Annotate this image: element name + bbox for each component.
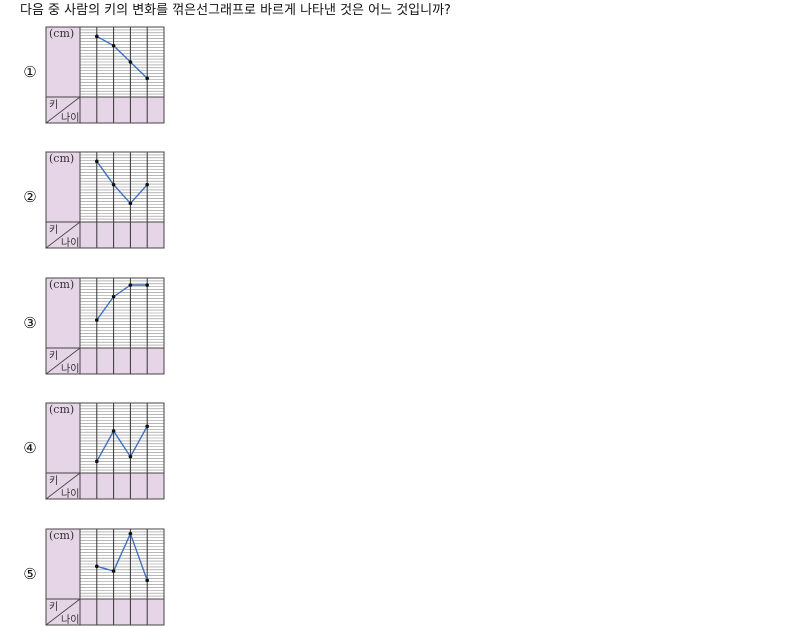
height-label: 키 bbox=[49, 350, 58, 362]
unit-label: (cm) bbox=[49, 529, 74, 542]
height-label: 키 bbox=[49, 99, 58, 111]
chart-frame bbox=[45, 26, 165, 124]
chart-frame bbox=[45, 277, 165, 375]
header-diagonal bbox=[45, 598, 81, 626]
option-number[interactable]: ④ bbox=[23, 439, 37, 457]
chart-frame bbox=[45, 402, 165, 500]
data-point bbox=[128, 531, 133, 536]
data-point bbox=[128, 283, 133, 287]
option-2[interactable]: ② (cm) 키 나이 bbox=[0, 150, 200, 250]
height-label: 키 bbox=[49, 601, 58, 613]
option-1[interactable]: ① (cm) 키 나이 bbox=[0, 25, 200, 125]
option-number[interactable]: ⑤ bbox=[23, 565, 37, 583]
line-chart-4: (cm) 키나이 bbox=[45, 402, 165, 500]
line-chart-3: (cm) 키나이 bbox=[45, 277, 165, 375]
series-line bbox=[96, 160, 148, 205]
option-4[interactable]: ④ (cm) 키 나이 bbox=[0, 401, 200, 501]
question-text: 다음 중 사람의 키의 변화를 꺾은선그래프로 바르게 나타낸 것은 어느 것입… bbox=[20, 3, 451, 18]
data-point bbox=[145, 76, 149, 81]
header-diagonal bbox=[45, 472, 81, 500]
data-point bbox=[95, 318, 99, 322]
option-5[interactable]: ⑤ (cm) 키 나이 bbox=[0, 527, 200, 627]
data-point bbox=[95, 159, 99, 164]
data-point bbox=[145, 578, 149, 583]
data-point bbox=[95, 564, 99, 569]
age-row bbox=[46, 97, 164, 123]
option-3[interactable]: ③ (cm) 키 나이 bbox=[0, 276, 200, 376]
unit-label: (cm) bbox=[49, 27, 74, 40]
unit-label: (cm) bbox=[49, 152, 74, 165]
age-row bbox=[46, 222, 164, 248]
header-diagonal bbox=[45, 96, 81, 124]
data-point bbox=[111, 43, 116, 48]
option-number[interactable]: ② bbox=[23, 188, 37, 206]
chart-frame bbox=[45, 528, 165, 626]
age-label: 나이 bbox=[61, 488, 79, 500]
data-point bbox=[95, 34, 99, 39]
age-label: 나이 bbox=[61, 237, 79, 249]
data-point bbox=[111, 182, 116, 187]
line-chart-5: (cm) 키나이 bbox=[45, 528, 165, 626]
series-line bbox=[96, 531, 148, 581]
data-point bbox=[111, 429, 116, 433]
line-chart-2: (cm) 키나이 bbox=[45, 151, 165, 249]
data-point bbox=[95, 459, 99, 464]
height-label: 키 bbox=[49, 475, 58, 487]
age-label: 나이 bbox=[61, 614, 79, 626]
age-row bbox=[46, 599, 164, 625]
series-line bbox=[96, 284, 148, 321]
data-point bbox=[128, 454, 133, 459]
data-point bbox=[111, 569, 116, 573]
chart-frame bbox=[45, 151, 165, 249]
data-point bbox=[145, 182, 149, 187]
data-point bbox=[145, 424, 149, 429]
data-point bbox=[111, 294, 116, 299]
age-label: 나이 bbox=[61, 363, 79, 375]
unit-label: (cm) bbox=[49, 403, 74, 416]
header-diagonal bbox=[45, 347, 81, 375]
age-row bbox=[46, 348, 164, 374]
age-label: 나이 bbox=[61, 112, 79, 124]
unit-label: (cm) bbox=[49, 278, 74, 291]
age-row bbox=[46, 473, 164, 499]
header-diagonal bbox=[45, 221, 81, 249]
data-point bbox=[145, 283, 149, 287]
height-label: 키 bbox=[49, 224, 58, 236]
series-line bbox=[96, 425, 148, 462]
data-point bbox=[128, 60, 133, 64]
option-number[interactable]: ③ bbox=[23, 314, 37, 332]
option-number[interactable]: ① bbox=[23, 63, 37, 81]
series-line bbox=[96, 35, 148, 79]
data-point bbox=[128, 201, 133, 206]
line-chart-1: (cm) 키나이 bbox=[45, 26, 165, 124]
